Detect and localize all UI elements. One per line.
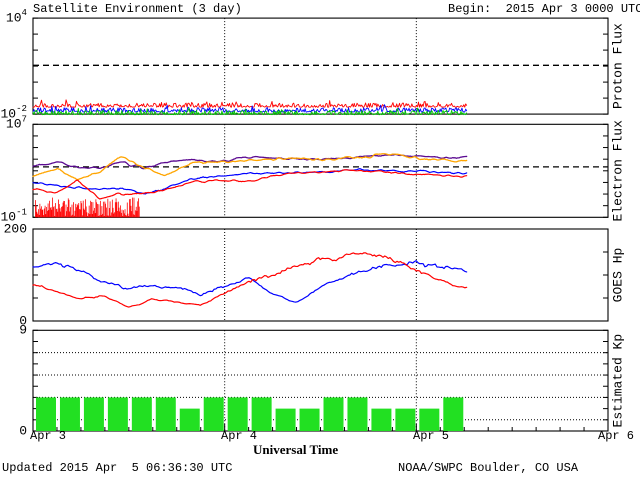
svg-text:Estimated Kp: Estimated Kp <box>610 334 625 428</box>
svg-text:GOES Hp: GOES Hp <box>610 248 625 303</box>
svg-text:104: 104 <box>6 8 27 26</box>
svg-text:9: 9 <box>19 323 27 338</box>
svg-text:200: 200 <box>4 221 27 236</box>
svg-text:Proton Flux: Proton Flux <box>610 23 625 109</box>
svg-text:107: 107 <box>6 114 27 132</box>
svg-text:0: 0 <box>19 423 27 438</box>
svg-text:Electron Flux: Electron Flux <box>610 120 625 222</box>
